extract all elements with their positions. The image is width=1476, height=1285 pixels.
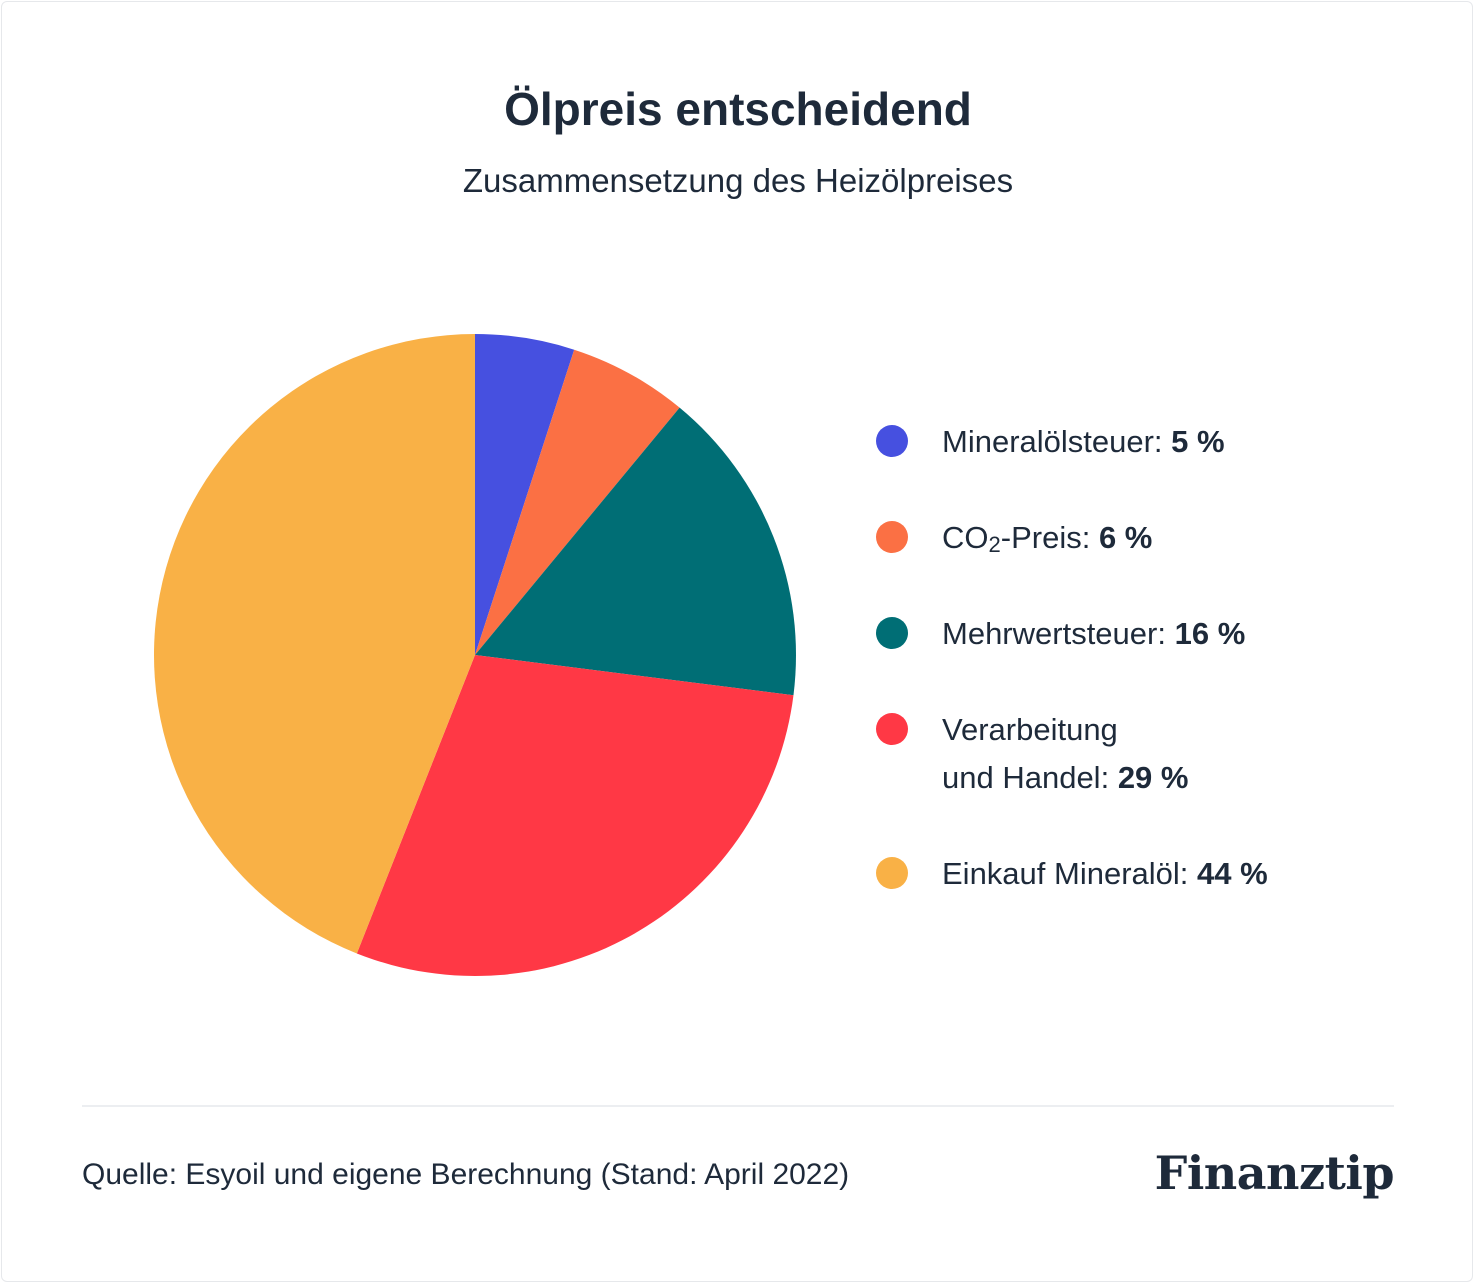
legend-dot-mineraloelsteuer xyxy=(876,425,908,457)
legend-text: CO2-Preis: 6 % xyxy=(942,514,1152,569)
legend-dot-mehrwertsteuer xyxy=(876,617,908,649)
legend-item-co2-preis: CO2-Preis: 6 % xyxy=(876,514,1152,569)
legend-item-mehrwertsteuer: Mehrwertsteuer: 16 % xyxy=(876,610,1245,658)
legend-value: 29 % xyxy=(1117,760,1189,795)
legend-item-verarbeitung-und-handel: Verarbeitung und Handel: 29 % xyxy=(876,706,1188,802)
legend-text: Mineralölsteuer: 5 % xyxy=(942,418,1225,466)
legend-label-suffix: -Preis: xyxy=(1000,520,1091,555)
legend-label: Mehrwertsteuer: xyxy=(942,616,1166,651)
brand-logo: Finanztip xyxy=(1154,1146,1395,1200)
legend-label-line1: Verarbeitung xyxy=(942,712,1118,747)
pie-slice-mineraloelsteuer xyxy=(475,334,575,655)
legend-text: Verarbeitung und Handel: 29 % xyxy=(942,706,1188,802)
legend-value: 44 % xyxy=(1197,856,1268,891)
footer-divider xyxy=(82,1105,1394,1107)
legend-item-einkauf-mineraloel: Einkauf Mineralöl: 44 % xyxy=(876,850,1268,898)
chart-subtitle: Zusammensetzung des Heizölpreises xyxy=(462,162,1014,199)
legend-label-line2: und Handel: xyxy=(942,760,1110,795)
legend-dot-verarbeitung-und-handel xyxy=(876,713,908,745)
legend-dot-einkauf-mineraloel xyxy=(876,857,908,889)
legend-text: Einkauf Mineralöl: 44 % xyxy=(942,850,1268,898)
legend-item-mineraloelsteuer: Mineralölsteuer: 5 % xyxy=(876,418,1225,466)
legend-value: 5 % xyxy=(1171,424,1225,459)
legend-label: Mineralölsteuer: xyxy=(942,424,1163,459)
chart-title: Ölpreis entscheidend xyxy=(504,83,972,135)
legend-text: Mehrwertsteuer: 16 % xyxy=(942,610,1245,658)
legend-label-subscript: 2 xyxy=(988,532,1001,557)
legend-label-prefix: CO xyxy=(942,520,989,555)
pie-slice-mehrwertsteuer xyxy=(475,407,796,696)
legend-label: Einkauf Mineralöl: xyxy=(942,856,1189,891)
legend-value: 16 % xyxy=(1174,616,1246,651)
legend-value: 6 % xyxy=(1098,520,1153,555)
source-note: Quelle: Esyoil und eigene Berechnung (St… xyxy=(82,1158,850,1191)
legend-label: CO2-Preis: xyxy=(942,520,1091,557)
legend-dot-co2-preis xyxy=(876,521,908,553)
pie-slice-verarbeitung-und-handel xyxy=(356,655,794,977)
pie-slice-co2-preis xyxy=(475,349,680,655)
pie-slice-einkauf-mineraloel xyxy=(153,333,475,954)
